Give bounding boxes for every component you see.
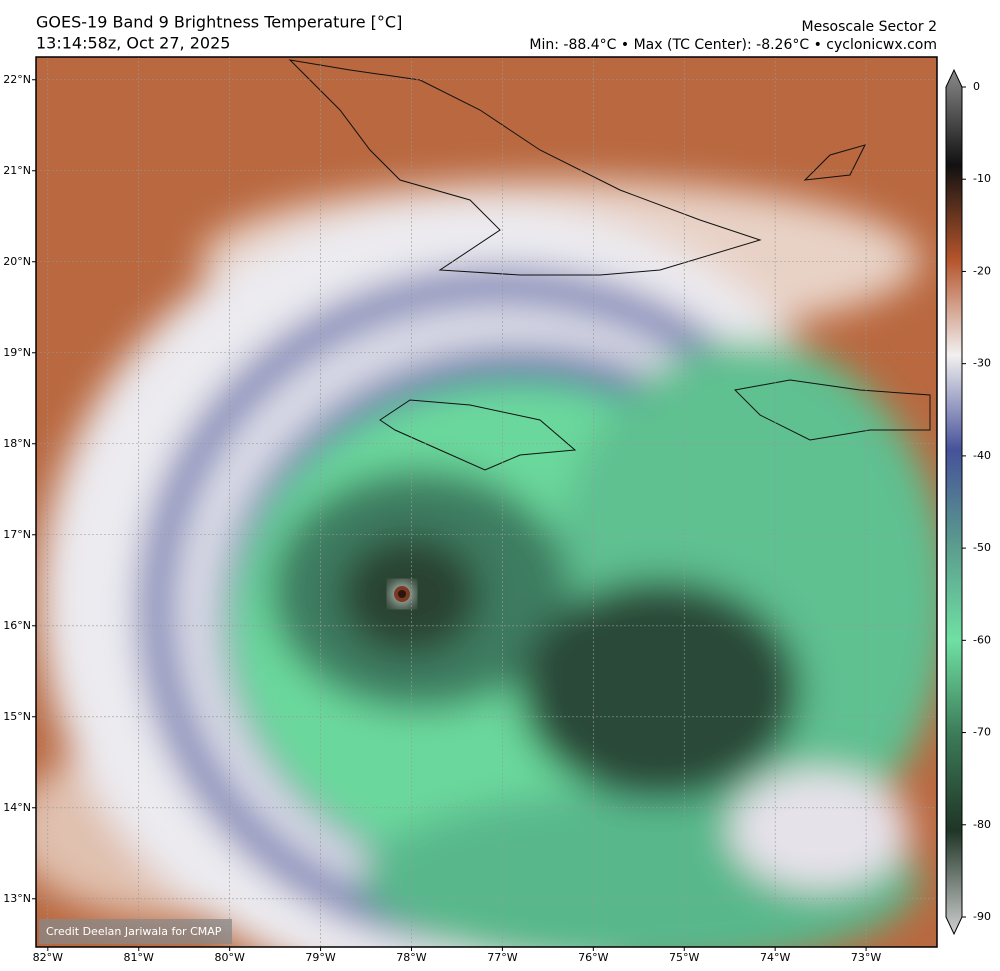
x-tick-label: 79°W bbox=[305, 951, 335, 964]
colorbar-tick-label: -90 bbox=[973, 910, 991, 923]
timestamp: 13:14:58z, Oct 27, 2025 bbox=[36, 34, 230, 53]
colorbar-tick-label: -30 bbox=[973, 357, 991, 370]
colorbar-tick-label: -70 bbox=[973, 726, 991, 739]
map-frame bbox=[35, 56, 938, 948]
x-tick-label: 81°W bbox=[124, 951, 154, 964]
colorbar-tick-label: -80 bbox=[973, 818, 991, 831]
y-tick-label: 15°N bbox=[3, 710, 31, 723]
credit-box bbox=[39, 919, 232, 944]
y-tick-label: 14°N bbox=[3, 801, 31, 814]
satellite-image bbox=[36, 57, 937, 947]
colorbar-tick-label: 0 bbox=[973, 80, 980, 93]
y-tick-label: 20°N bbox=[3, 255, 31, 268]
y-tick-label: 18°N bbox=[3, 437, 31, 450]
colorbar-tick-label: -10 bbox=[973, 172, 991, 185]
x-tick-label: 74°W bbox=[760, 951, 790, 964]
y-tick-label: 17°N bbox=[3, 528, 31, 541]
colorbar-tick-label: -60 bbox=[973, 633, 991, 646]
y-tick-label: 21°N bbox=[3, 164, 31, 177]
credit: Credit Deelan Jariwala for CMAP bbox=[46, 925, 222, 938]
stats: Min: -88.4°C • Max (TC Center): -8.26°C … bbox=[529, 37, 937, 53]
x-tick-label: 75°W bbox=[669, 951, 699, 964]
colorbar bbox=[945, 68, 963, 936]
grid bbox=[36, 57, 937, 947]
x-tick-label: 82°W bbox=[33, 951, 63, 964]
y-tick-label: 19°N bbox=[3, 346, 31, 359]
sector: Mesoscale Sector 2 bbox=[802, 19, 937, 35]
x-tick-label: 77°W bbox=[487, 951, 517, 964]
colorbar-tick-label: -50 bbox=[973, 541, 991, 554]
x-tick-label: 73°W bbox=[851, 951, 881, 964]
x-tick-label: 78°W bbox=[396, 951, 426, 964]
colorbar-tick-label: -40 bbox=[973, 449, 991, 462]
title: GOES-19 Band 9 Brightness Temperature [°… bbox=[36, 13, 402, 32]
colorbar-tick-label: -20 bbox=[973, 264, 991, 277]
x-tick-label: 76°W bbox=[578, 951, 608, 964]
y-tick-label: 16°N bbox=[3, 619, 31, 632]
y-tick-label: 13°N bbox=[3, 892, 31, 905]
y-tick-label: 22°N bbox=[3, 73, 31, 86]
x-tick-label: 80°W bbox=[214, 951, 244, 964]
